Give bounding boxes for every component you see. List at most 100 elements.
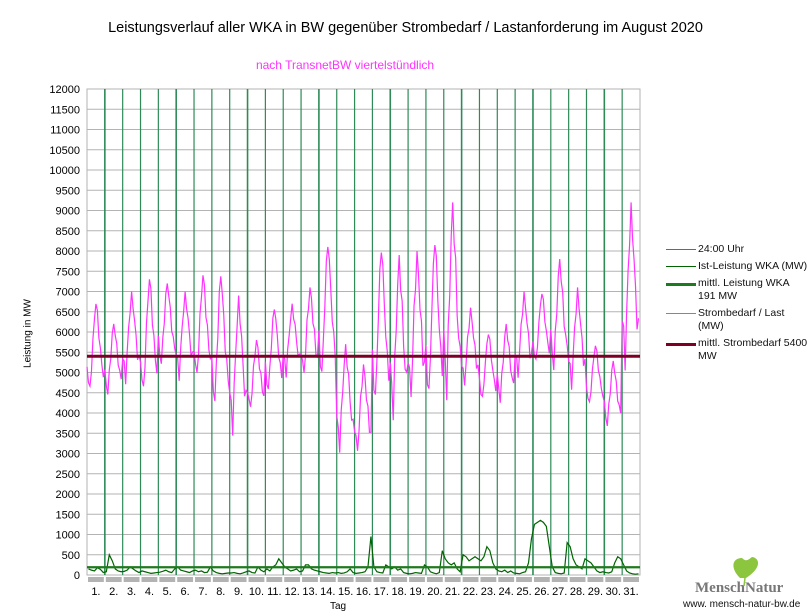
x-tick-label: 13. xyxy=(302,586,317,598)
x-tick-label: 24. xyxy=(499,586,514,598)
x-axis-band-segment xyxy=(623,577,639,582)
y-tick-label: 0 xyxy=(74,570,80,582)
x-tick-label: 4. xyxy=(145,586,154,598)
y-tick-label: 4500 xyxy=(56,388,80,400)
x-tick-label: 2. xyxy=(109,586,118,598)
x-axis-band-segment xyxy=(212,577,229,582)
website-url: www. mensch-natur-bw.de xyxy=(683,599,801,610)
x-axis-band-segment xyxy=(569,577,586,582)
x-axis-band-segment xyxy=(480,577,497,582)
x-tick-label: 17. xyxy=(374,586,389,598)
x-tick-label: 30. xyxy=(606,586,621,598)
x-axis-band-segment xyxy=(462,577,479,582)
legend-item-wind: Ist-Leistung WKA (MW) xyxy=(666,260,808,273)
y-tick-label: 10500 xyxy=(49,145,80,157)
x-tick-label: 16. xyxy=(356,586,371,598)
y-tick-label: 2500 xyxy=(56,469,80,481)
y-tick-label: 7500 xyxy=(56,266,80,278)
y-tick-label: 1500 xyxy=(56,509,80,521)
x-axis-band-segment xyxy=(337,577,354,582)
x-axis-band-segment xyxy=(230,577,247,582)
x-tick-label: 18. xyxy=(392,586,407,598)
y-tick-label: 8500 xyxy=(56,226,80,238)
y-tick-label: 2000 xyxy=(56,489,80,501)
x-axis-band-segment xyxy=(105,577,122,582)
y-tick-label: 12000 xyxy=(49,84,80,96)
ginkgo-leaf-icon xyxy=(733,557,759,587)
x-tick-label: 14. xyxy=(320,586,335,598)
x-axis-band-segment xyxy=(409,577,425,582)
legend: 24:00 Uhr Ist-Leistung WKA (MW) mittl. L… xyxy=(666,243,808,367)
x-tick-label: 8. xyxy=(216,586,225,598)
y-tick-label: 500 xyxy=(62,550,80,562)
x-axis-band-segment xyxy=(426,577,443,582)
x-axis-band-segment xyxy=(248,577,265,582)
x-axis-label: Tag xyxy=(330,601,347,612)
x-axis-band-segment xyxy=(605,577,622,582)
x-tick-label: 3. xyxy=(127,586,136,598)
load-series-line xyxy=(86,202,640,453)
x-axis-band-segment xyxy=(141,577,158,582)
x-axis-band-segment xyxy=(444,577,461,582)
y-tick-label: 9500 xyxy=(56,185,80,197)
y-tick-label: 6000 xyxy=(56,327,80,339)
legend-item-mean-wind: mittl. Leistung WKA 191 MW xyxy=(666,277,808,303)
y-tick-label: 1000 xyxy=(56,530,80,542)
y-tick-label: 6500 xyxy=(56,307,80,319)
y-tick-label: 7000 xyxy=(56,287,80,299)
x-tick-label: 1. xyxy=(91,586,100,598)
x-tick-label: 27. xyxy=(552,586,567,598)
x-tick-label: 25. xyxy=(516,586,531,598)
x-axis-band-segment xyxy=(355,577,372,582)
x-tick-label: 15. xyxy=(338,586,353,598)
x-tick-label: 7. xyxy=(198,586,207,598)
x-axis-band-segment xyxy=(195,577,211,582)
legend-item-midnight: 24:00 Uhr xyxy=(666,243,808,256)
x-axis-band-segment xyxy=(551,577,568,582)
x-tick-label: 28. xyxy=(570,586,585,598)
x-axis-band-segment xyxy=(284,577,301,582)
x-tick-label: 5. xyxy=(163,586,172,598)
logo-text: MenschNatur xyxy=(695,580,784,596)
x-tick-label: 26. xyxy=(534,586,549,598)
y-tick-label: 10000 xyxy=(49,165,80,177)
x-axis-band-segment xyxy=(516,577,532,582)
y-tick-label: 11500 xyxy=(50,104,80,116)
x-axis-band-segment xyxy=(391,577,408,582)
x-tick-label: 22. xyxy=(463,586,478,598)
legend-item-mean-load: mittl. Strombedarf 5400 MW xyxy=(666,337,808,363)
x-axis-band-segment xyxy=(533,577,550,582)
x-tick-label: 10. xyxy=(249,586,264,598)
y-tick-label: 4000 xyxy=(56,408,80,420)
x-axis-band-segment xyxy=(88,577,104,582)
x-tick-label: 31. xyxy=(623,586,638,598)
y-tick-label: 9000 xyxy=(56,206,80,218)
x-axis-band-segment xyxy=(587,577,604,582)
x-tick-label: 12. xyxy=(284,586,299,598)
x-tick-label: 19. xyxy=(409,586,424,598)
y-tick-label: 5500 xyxy=(56,347,80,359)
y-tick-label: 8000 xyxy=(56,246,80,258)
y-tick-label: 11000 xyxy=(50,125,80,137)
x-axis-band-segment xyxy=(498,577,515,582)
x-tick-label: 20. xyxy=(427,586,442,598)
chart-subtitle: nach TransnetBW viertelstündlich xyxy=(255,58,435,72)
x-tick-label: 11. xyxy=(267,586,281,598)
x-axis-band-segment xyxy=(302,577,318,582)
x-axis-band-segment xyxy=(177,577,194,582)
chart-title: Leistungsverlauf aller WKA in BW gegenüb… xyxy=(108,20,703,36)
y-tick-label: 5000 xyxy=(56,368,80,380)
x-axis-band-segment xyxy=(266,577,283,582)
x-axis-band-segment xyxy=(373,577,390,582)
x-tick-label: 21. xyxy=(445,586,460,598)
x-tick-label: 29. xyxy=(588,586,603,598)
x-axis-band-segment xyxy=(123,577,140,582)
x-axis-band-segment xyxy=(319,577,336,582)
x-tick-label: 9. xyxy=(234,586,243,598)
legend-item-load: Strombedarf / Last (MW) xyxy=(666,307,808,333)
wind-series-line xyxy=(88,519,639,575)
y-tick-label: 3000 xyxy=(56,449,80,461)
x-tick-label: 6. xyxy=(181,586,190,598)
